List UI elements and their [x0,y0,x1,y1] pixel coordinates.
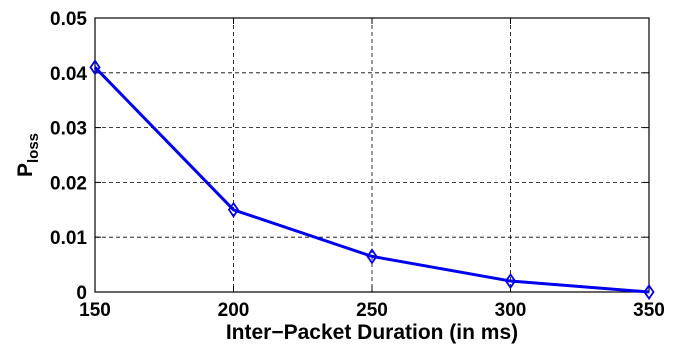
y-tick-label: 0.02 [50,173,87,194]
y-tick-label: 0.04 [50,64,87,85]
y-tick-label: 0.03 [50,119,87,140]
x-axis-title: Inter−Packet Duration (in ms) [226,321,518,344]
x-tick-label: 350 [633,300,665,321]
y-axis-title: Ploss [14,133,42,177]
y-axis-title-subscript: loss [25,133,42,163]
y-axis: 0 0.01 0.02 0.03 0.04 0.05 [50,9,649,304]
data-point-diamond [643,283,655,301]
data-point-diamond [504,272,517,290]
data-point-diamond [366,248,378,265]
y-tick-label: 0.01 [50,228,87,249]
series-line [93,66,650,294]
x-tick-label: 200 [218,300,250,321]
x-tick-label: 300 [495,300,527,321]
data-point-diamond [89,59,101,76]
y-tick-label: 0.05 [50,9,87,30]
x-tick-label: 150 [79,300,111,321]
grid [95,18,649,292]
x-tick-label: 250 [356,300,388,321]
series-group [89,59,655,301]
y-tick-label: 0 [76,283,87,304]
y-axis-title-main: P [14,163,37,177]
x-axis: 150 200 250 300 350 [79,18,665,321]
data-point-diamond [227,201,240,218]
